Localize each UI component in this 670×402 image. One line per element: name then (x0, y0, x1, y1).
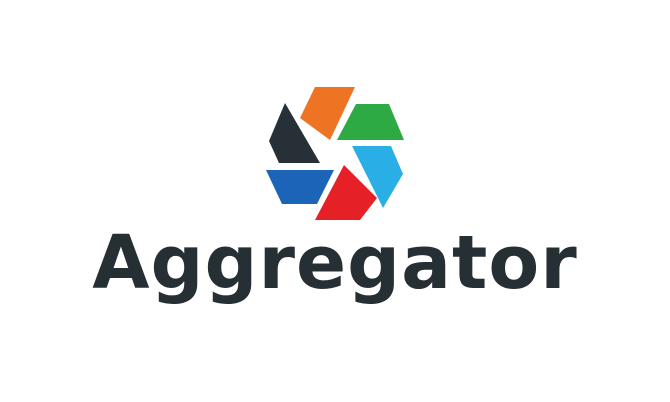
logo-segment-dark (269, 103, 320, 163)
logo-segment-green (337, 104, 404, 140)
logo-segment-red (315, 165, 377, 220)
logo-segment-orange (300, 87, 355, 140)
logo-segment-blue (266, 170, 334, 204)
logo-segment-light-blue (352, 146, 403, 208)
brand-wordmark: Aggregator (92, 220, 578, 306)
